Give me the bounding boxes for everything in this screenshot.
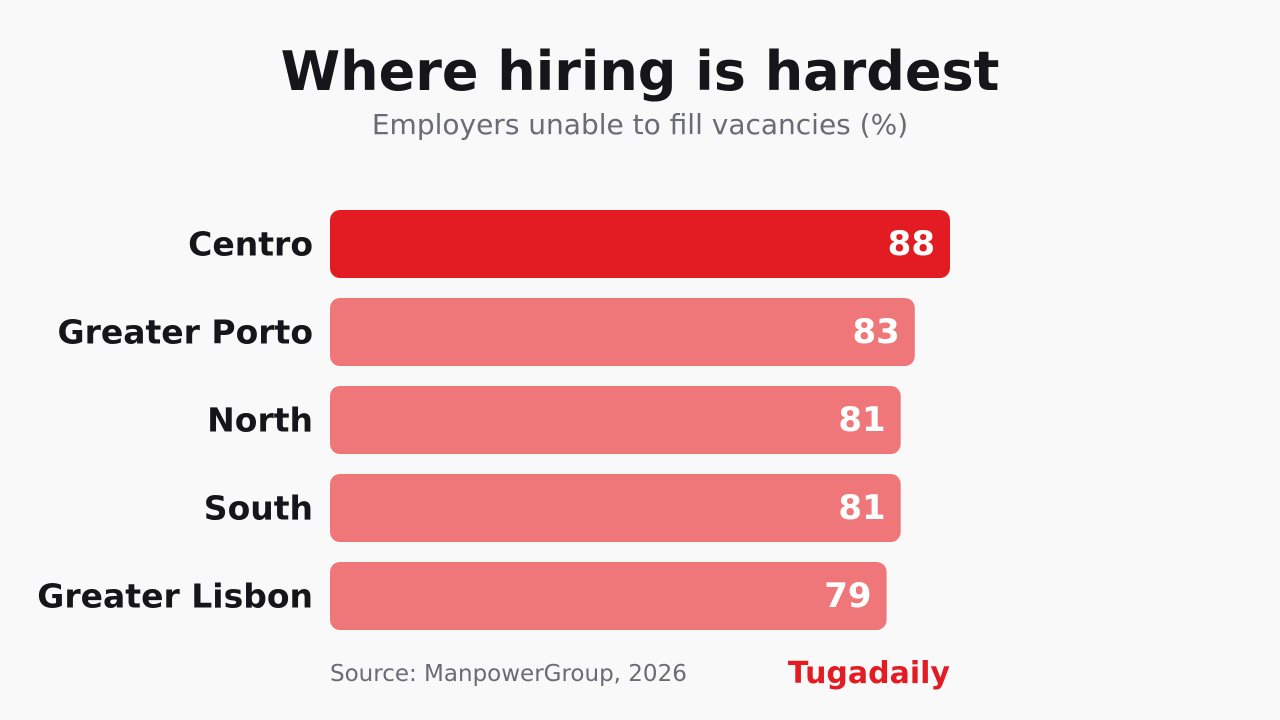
- value-label-south: 81: [838, 488, 885, 528]
- category-label-greater-porto: Greater Porto: [57, 313, 313, 352]
- value-label-centro: 88: [888, 224, 935, 264]
- chart-subtitle: Employers unable to fill vacancies (%): [371, 108, 909, 141]
- bar-greater-lisbon: [330, 562, 887, 630]
- bar-south: [330, 474, 901, 542]
- value-label-greater-porto: 83: [852, 312, 899, 352]
- chart-title: Where hiring is hardest: [280, 40, 1000, 103]
- bar-greater-porto: [330, 298, 915, 366]
- source-note: Source: ManpowerGroup, 2026: [330, 661, 687, 687]
- value-label-north: 81: [838, 400, 885, 440]
- bar-north: [330, 386, 901, 454]
- category-label-south: South: [204, 489, 313, 528]
- bar-centro: [330, 210, 950, 278]
- category-label-greater-lisbon: Greater Lisbon: [37, 577, 313, 616]
- category-label-centro: Centro: [188, 225, 313, 264]
- brand-logo-text: Tugadaily: [787, 656, 950, 691]
- category-label-north: North: [207, 401, 313, 440]
- value-label-greater-lisbon: 79: [824, 576, 871, 616]
